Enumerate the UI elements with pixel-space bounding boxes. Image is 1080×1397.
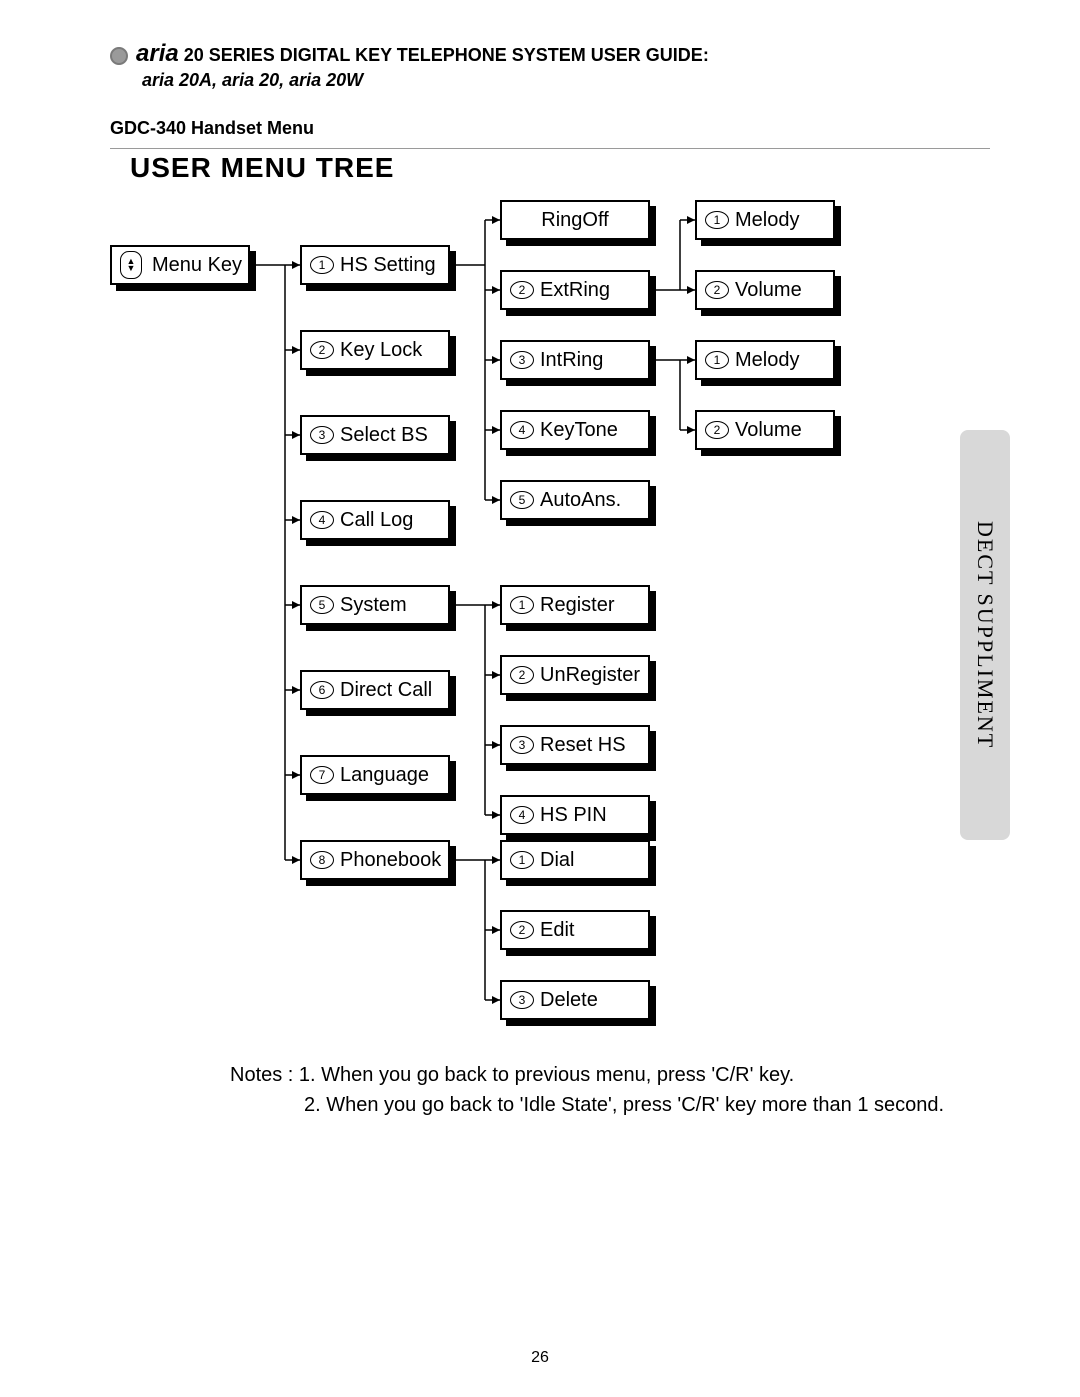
- menu-number-icon: 2: [705, 281, 729, 299]
- menu-node-label: AutoAns.: [540, 489, 621, 512]
- menu-node-label: Call Log: [340, 509, 413, 532]
- side-tab-text: DECT SUPPLIMENT: [972, 521, 998, 749]
- menu-node: RingOff: [500, 200, 650, 240]
- menu-node: 4 HS PIN: [500, 795, 650, 835]
- menu-node: 6 Direct Call: [300, 670, 450, 710]
- menu-node-label: Dial: [540, 849, 574, 872]
- menu-number-icon: 1: [510, 596, 534, 614]
- menu-node-label: System: [340, 594, 407, 617]
- menu-node-label: Select BS: [340, 424, 428, 447]
- menu-key-icon: ▲▼: [120, 251, 142, 279]
- section-title: GDC-340 Handset Menu: [110, 118, 314, 139]
- menu-node-label: IntRing: [540, 349, 603, 372]
- page-number: 26: [0, 1349, 1080, 1367]
- notes: Notes : 1. When you go back to previous …: [230, 1060, 944, 1120]
- menu-number-icon: 3: [510, 991, 534, 1009]
- menu-node: 3 Reset HS: [500, 725, 650, 765]
- menu-node-label: Language: [340, 764, 429, 787]
- menu-number-icon: 7: [310, 766, 334, 784]
- menu-number-icon: 3: [310, 426, 334, 444]
- menu-node: 2 Volume: [695, 410, 835, 450]
- menu-node: 2 Key Lock: [300, 330, 450, 370]
- menu-number-icon: 2: [510, 281, 534, 299]
- menu-node: 2 UnRegister: [500, 655, 650, 695]
- menu-number-icon: 4: [510, 421, 534, 439]
- menu-node: 1 Register: [500, 585, 650, 625]
- header-line-1: aria 20 SERIES DIGITAL KEY TELEPHONE SYS…: [110, 40, 990, 68]
- menu-node-label: Direct Call: [340, 679, 432, 702]
- header-line-2: aria 20A, aria 20, aria 20W: [142, 70, 990, 91]
- menu-node: 2 Edit: [500, 910, 650, 950]
- notes-line-1: Notes : 1. When you go back to previous …: [230, 1060, 944, 1090]
- menu-node: 3 Delete: [500, 980, 650, 1020]
- menu-number-icon: 1: [705, 211, 729, 229]
- bullet-icon: [110, 47, 128, 65]
- menu-node-label: Reset HS: [540, 734, 626, 757]
- menu-node-label: Volume: [735, 279, 802, 302]
- menu-node-label: Melody: [735, 349, 799, 372]
- notes-line-2: 2. When you go back to 'Idle State', pre…: [304, 1090, 944, 1120]
- menu-node: 1 Melody: [695, 340, 835, 380]
- menu-node-label: Phonebook: [340, 849, 441, 872]
- menu-number-icon: 4: [310, 511, 334, 529]
- menu-node: 2 Volume: [695, 270, 835, 310]
- menu-node-label: Menu Key: [152, 254, 242, 277]
- menu-number-icon: 8: [310, 851, 334, 869]
- menu-node-label: HS Setting: [340, 254, 436, 277]
- divider: [110, 148, 990, 149]
- menu-node: 8 Phonebook: [300, 840, 450, 880]
- menu-number-icon: 5: [310, 596, 334, 614]
- menu-number-icon: 3: [510, 736, 534, 754]
- menu-number-icon: 1: [510, 851, 534, 869]
- menu-node-label: RingOff: [541, 209, 608, 232]
- header-aria: aria: [136, 40, 179, 67]
- menu-number-icon: 6: [310, 681, 334, 699]
- menu-number-icon: 2: [310, 341, 334, 359]
- menu-number-icon: 5: [510, 491, 534, 509]
- menu-node-label: Delete: [540, 989, 598, 1012]
- menu-node-label: HS PIN: [540, 804, 607, 827]
- menu-node: 3 IntRing: [500, 340, 650, 380]
- menu-node: 4 Call Log: [300, 500, 450, 540]
- menu-node: 4 KeyTone: [500, 410, 650, 450]
- menu-node: 2 ExtRing: [500, 270, 650, 310]
- menu-number-icon: 4: [510, 806, 534, 824]
- menu-node-label: KeyTone: [540, 419, 618, 442]
- menu-number-icon: 1: [310, 256, 334, 274]
- menu-number-icon: 2: [705, 421, 729, 439]
- menu-node-label: Register: [540, 594, 614, 617]
- tree-title: USER MENU TREE: [130, 152, 394, 184]
- menu-number-icon: 3: [510, 351, 534, 369]
- menu-node-label: UnRegister: [540, 664, 640, 687]
- menu-node: ▲▼ Menu Key: [110, 245, 250, 285]
- menu-node-label: ExtRing: [540, 279, 610, 302]
- menu-node: 1 HS Setting: [300, 245, 450, 285]
- menu-number-icon: 2: [510, 921, 534, 939]
- menu-node: 5 System: [300, 585, 450, 625]
- side-tab: DECT SUPPLIMENT: [960, 430, 1010, 840]
- menu-node: 3 Select BS: [300, 415, 450, 455]
- menu-node-label: Volume: [735, 419, 802, 442]
- menu-node-label: Melody: [735, 209, 799, 232]
- menu-node: 7 Language: [300, 755, 450, 795]
- menu-node: 1 Dial: [500, 840, 650, 880]
- menu-number-icon: 2: [510, 666, 534, 684]
- menu-node-label: Key Lock: [340, 339, 422, 362]
- menu-tree-diagram: ▲▼ Menu Key 1 HS Setting 2 Key Lock 3 Select BS…: [100, 190, 920, 1050]
- header-rest: 20 SERIES DIGITAL KEY TELEPHONE SYSTEM U…: [179, 45, 709, 65]
- page-header: aria 20 SERIES DIGITAL KEY TELEPHONE SYS…: [110, 40, 990, 91]
- menu-node: 5 AutoAns.: [500, 480, 650, 520]
- menu-node: 1 Melody: [695, 200, 835, 240]
- menu-number-icon: 1: [705, 351, 729, 369]
- menu-node-label: Edit: [540, 919, 574, 942]
